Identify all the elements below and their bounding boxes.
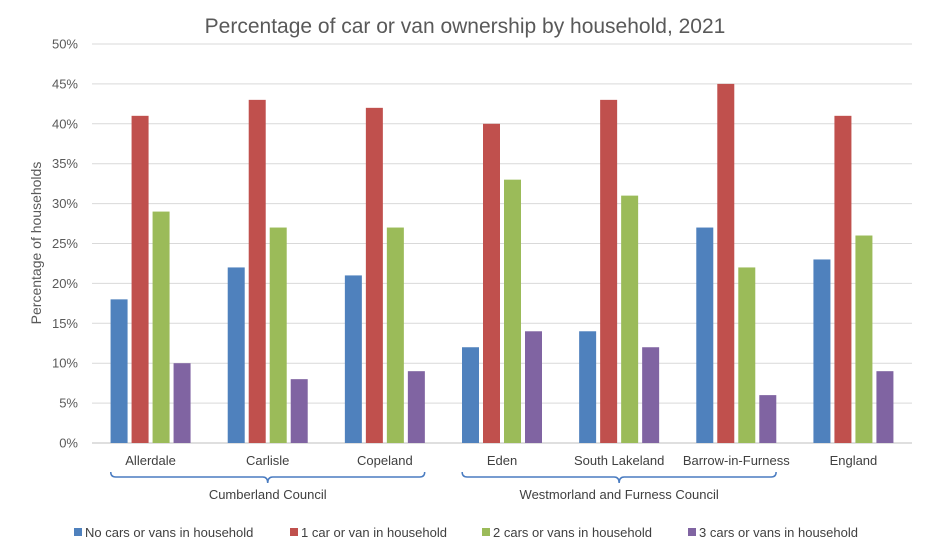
y-tick-label: 5%	[59, 396, 78, 411]
bar-carlisle-series-1	[227, 267, 245, 443]
group-brace	[461, 471, 777, 484]
y-tick-label: 45%	[52, 76, 78, 91]
y-tick-label: 0%	[59, 436, 78, 451]
chart-title: Percentage of car or van ownership by ho…	[205, 15, 726, 38]
bar-eden-series-4	[525, 331, 542, 443]
legend-swatch	[74, 528, 82, 536]
bar-england-series-2	[834, 115, 852, 443]
bar-england-series-4	[876, 371, 894, 443]
legend: No cars or vans in household 1 car or van…	[74, 525, 858, 540]
bar-barrow-in-furness-series-2	[717, 83, 735, 444]
bar-south-lakeland-series-2	[600, 99, 618, 444]
bar-carlisle-series-4	[290, 379, 308, 443]
bar-carlisle-series-3	[269, 227, 287, 443]
bar-barrow-in-furness-series-1	[696, 227, 714, 443]
bar-allerdale-series-1	[110, 299, 128, 443]
bar-south-lakeland-series-4	[642, 347, 660, 443]
bar-england-series-1	[813, 259, 831, 443]
bar-copeland-series-1	[344, 275, 362, 443]
legend-label: 3 cars or vans in household	[699, 525, 858, 540]
y-tick-label: 50%	[52, 37, 78, 52]
legend-label: No cars or vans in household	[85, 525, 253, 540]
legend-swatch	[482, 528, 490, 536]
legend-label: 1 car or van in household	[301, 525, 447, 540]
y-tick-label: 30%	[52, 196, 78, 211]
group-label: Cumberland Council	[209, 487, 327, 502]
bar-carlisle-series-2	[248, 99, 266, 444]
y-tick-label: 25%	[52, 236, 78, 251]
x-tick-label: Allerdale	[125, 453, 176, 468]
group-brace	[109, 471, 426, 484]
bar-barrow-in-furness-series-3	[738, 267, 756, 443]
y-tick-label: 10%	[52, 356, 78, 371]
bar-allerdale-series-3	[152, 211, 170, 443]
x-axis-labels: Allerdale Carlisle Copeland Eden South Lakel…	[125, 453, 877, 468]
bars	[110, 83, 894, 444]
y-tick-label: 20%	[52, 276, 78, 291]
x-tick-label: Eden	[487, 453, 517, 468]
y-axis-ticks: 0% 5% 10% 15% 20% 25% 30% 35% 40% 45% 50%	[52, 37, 78, 451]
y-tick-label: 40%	[52, 116, 78, 131]
bar-south-lakeland-series-1	[579, 331, 597, 443]
bar-allerdale-series-2	[131, 115, 149, 443]
category-groups: Cumberland Council Westmorland and Furnes…	[109, 471, 777, 502]
bar-copeland-series-4	[407, 371, 425, 443]
gridlines	[92, 43, 912, 444]
x-tick-label: Carlisle	[246, 453, 289, 468]
bar-eden-series-3	[504, 179, 521, 443]
bar-eden-series-1	[462, 347, 479, 443]
bar-eden-series-2	[483, 123, 500, 444]
bar-south-lakeland-series-3	[621, 195, 639, 443]
x-tick-label: England	[830, 453, 878, 468]
bar-copeland-series-3	[386, 227, 404, 443]
legend-swatch	[290, 528, 298, 536]
bar-barrow-in-furness-series-4	[759, 395, 777, 443]
legend-swatch	[688, 528, 696, 536]
bar-england-series-3	[855, 235, 873, 443]
y-tick-label: 15%	[52, 316, 78, 331]
bar-copeland-series-2	[365, 107, 383, 443]
x-tick-label: Barrow-in-Furness	[683, 453, 790, 468]
group-label: Westmorland and Furness Council	[520, 487, 719, 502]
legend-label: 2 cars or vans in household	[493, 525, 652, 540]
x-tick-label: South Lakeland	[574, 453, 664, 468]
y-tick-label: 35%	[52, 156, 78, 171]
x-tick-label: Copeland	[357, 453, 413, 468]
bar-allerdale-series-4	[173, 363, 191, 443]
y-axis-label: Percentage of households	[28, 162, 44, 325]
